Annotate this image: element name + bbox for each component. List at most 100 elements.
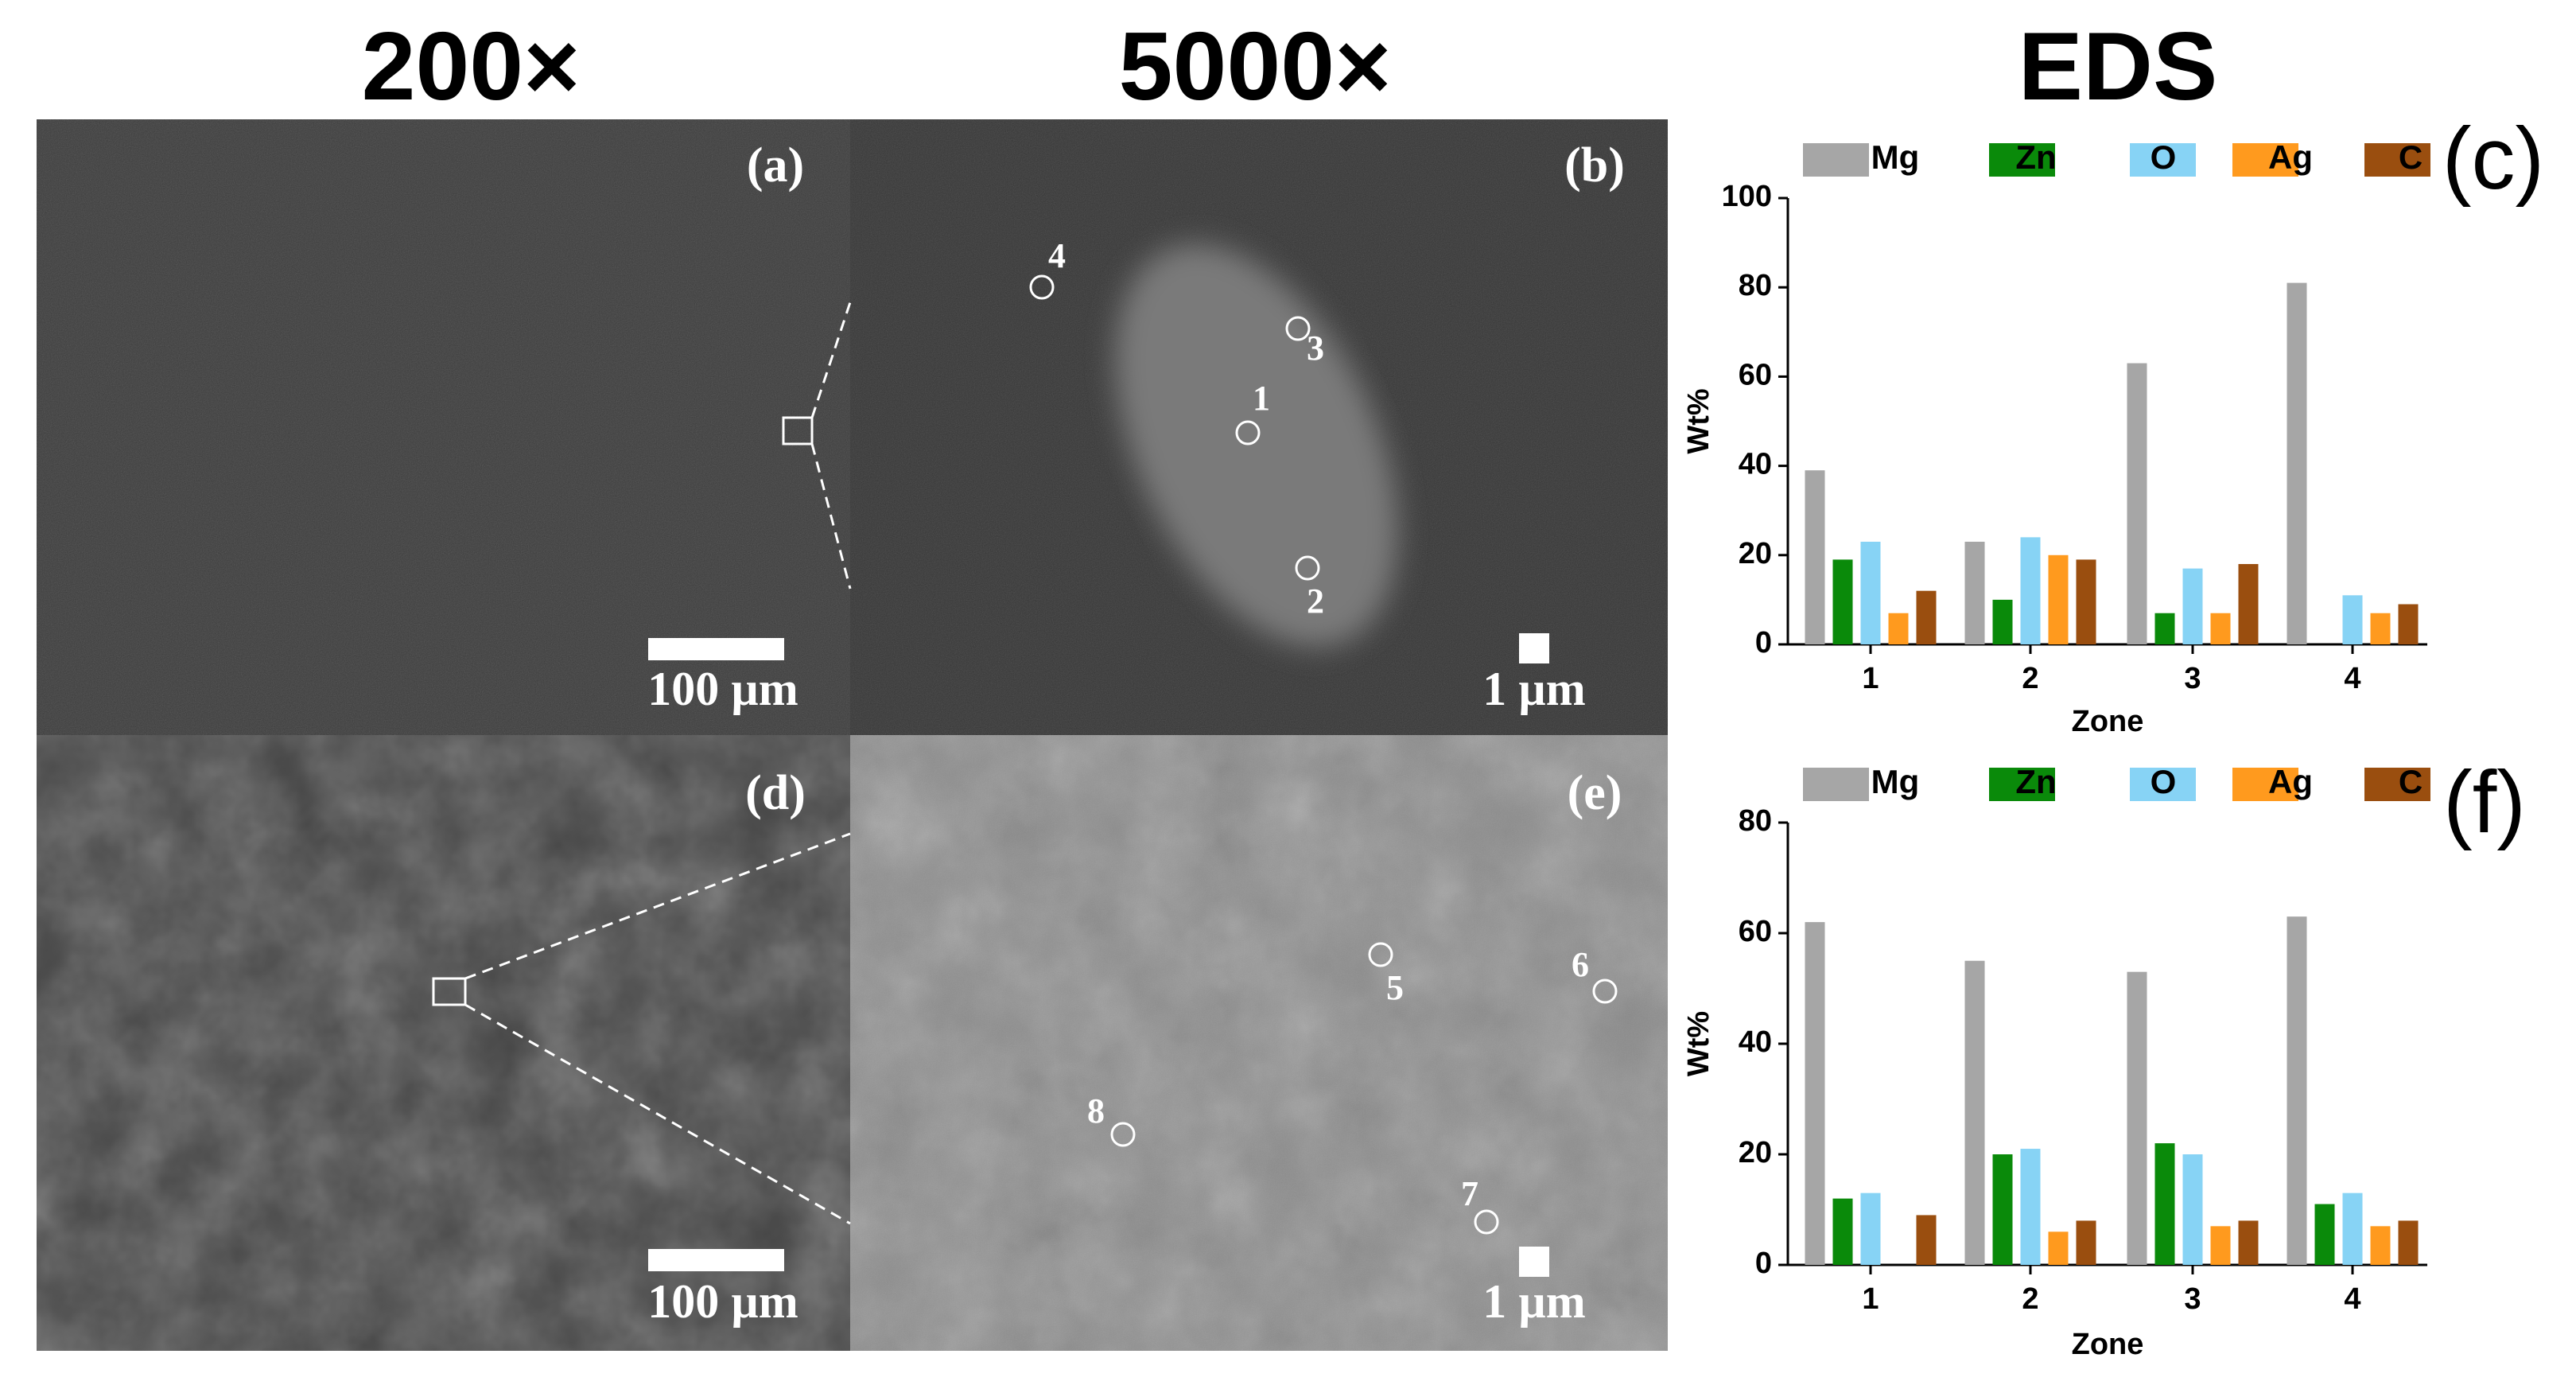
chart-panel-label: (f): [2443, 753, 2526, 851]
zoom-line: [464, 1003, 851, 1225]
x-tick-label: 3: [2184, 1282, 2201, 1316]
scale-bar: [1519, 1247, 1549, 1277]
column-header: 200×: [362, 12, 581, 120]
bar: [1888, 613, 1909, 644]
y-axis-label: Wt%: [1682, 388, 1715, 453]
bar: [2210, 1226, 2231, 1265]
scale-bar-label: 1 µm: [1482, 663, 1586, 715]
sem-d-texture: [37, 735, 850, 1351]
legend-label: Mg: [1871, 763, 1920, 800]
y-tick-label: 20: [1739, 1136, 1772, 1169]
analysis-point: [1295, 555, 1320, 581]
bar: [1805, 922, 1825, 1265]
bar: [1992, 599, 2013, 644]
legend-label: Ag: [2268, 763, 2313, 800]
scale-bar-label: 1 µm: [1482, 1275, 1586, 1328]
bar: [2076, 559, 2096, 644]
bar: [1964, 960, 1985, 1265]
analysis-point: [1474, 1209, 1499, 1235]
column-header: 5000×: [1119, 12, 1392, 120]
legend-swatch: [2130, 768, 2196, 801]
y-tick-label: 80: [1739, 269, 1772, 302]
bar: [2370, 1226, 2391, 1265]
bar: [2287, 916, 2307, 1265]
legend-swatch: [1803, 143, 1869, 177]
legend-label: Ag: [2268, 138, 2313, 176]
zoom-box: [782, 416, 814, 445]
panel-label: (e): [1568, 766, 1622, 820]
panel-label: (d): [745, 766, 806, 820]
bar: [2370, 613, 2391, 644]
bar: [2182, 1154, 2203, 1265]
bar: [1992, 1154, 2013, 1265]
legend-swatch: [2364, 768, 2430, 801]
legend-swatch: [2130, 143, 2196, 177]
legend-label: O: [2151, 763, 2177, 800]
bar-chart: 0 20 40 60 80 100 Wt% Zone 1 2 3 4 Mg Zn O Ag C (c): [1682, 110, 2544, 738]
sem-images: [37, 119, 1668, 1351]
bar: [1832, 1198, 1853, 1265]
legend-label: O: [2151, 138, 2177, 176]
bar: [1805, 470, 1825, 644]
scale-bar: [648, 1249, 784, 1271]
analysis-point: [1368, 942, 1393, 967]
chart-panel-label: (c): [2442, 110, 2544, 208]
bar: [1964, 541, 1985, 644]
y-tick-label: 40: [1739, 1025, 1772, 1059]
point-label: 3: [1307, 329, 1324, 368]
bar: [2020, 1149, 2041, 1265]
bar: [2314, 1204, 2335, 1265]
bar: [1916, 590, 1937, 644]
legend-swatch: [2232, 143, 2298, 177]
x-tick-label: 3: [2184, 662, 2201, 695]
bar: [2238, 564, 2259, 644]
y-tick-label: 60: [1739, 358, 1772, 391]
scale-bar: [648, 638, 784, 660]
legend-label: Zn: [2015, 763, 2056, 800]
y-tick-label: 20: [1739, 537, 1772, 570]
bar: [2238, 1220, 2259, 1265]
analysis-point: [1110, 1122, 1136, 1147]
zoom-line: [810, 443, 852, 589]
y-tick-label: 0: [1755, 626, 1772, 659]
bar-chart: 0 20 40 60 80 Wt% Zone 1 2 3 4 Mg Zn O Ag C (f): [1682, 753, 2526, 1361]
legend-swatch: [2232, 768, 2298, 801]
bar: [2048, 1231, 2069, 1265]
y-tick-label: 60: [1739, 915, 1772, 948]
scale-bar: [1519, 633, 1549, 663]
analysis-point: [1285, 316, 1311, 341]
legend-label: Mg: [1871, 138, 1920, 176]
sem-b-particle-cluster: [1115, 244, 1398, 647]
point-label: 8: [1087, 1091, 1105, 1130]
bar: [2127, 363, 2147, 644]
y-tick-label: 100: [1722, 180, 1772, 213]
x-axis-label: Zone: [2072, 705, 2144, 738]
bar: [2398, 1220, 2419, 1265]
bar: [2020, 537, 2041, 644]
x-tick-label: 2: [2022, 1282, 2038, 1316]
bar: [1860, 541, 1881, 644]
legend-label: C: [2399, 138, 2423, 176]
bar: [2398, 604, 2419, 644]
y-tick-label: 0: [1755, 1247, 1772, 1280]
bar: [2154, 1143, 2175, 1265]
y-tick-label: 80: [1739, 804, 1772, 838]
point-label: 2: [1307, 582, 1324, 621]
bar: [2342, 1193, 2363, 1265]
sem-a-texture: [37, 119, 850, 735]
zoom-line: [464, 832, 851, 980]
column-header: EDS: [2018, 12, 2218, 120]
point-label: 5: [1386, 968, 1404, 1007]
point-label: 1: [1253, 379, 1270, 418]
bar: [2287, 282, 2307, 644]
bar: [1916, 1215, 1937, 1265]
analysis-point: [1592, 979, 1618, 1004]
x-tick-label: 1: [1862, 662, 1879, 695]
bar: [2154, 613, 2175, 644]
bar: [1860, 1193, 1881, 1265]
analysis-point: [1235, 420, 1261, 445]
legend-swatch: [1989, 768, 2055, 801]
x-tick-label: 4: [2344, 662, 2360, 695]
x-tick-label: 2: [2022, 662, 2038, 695]
